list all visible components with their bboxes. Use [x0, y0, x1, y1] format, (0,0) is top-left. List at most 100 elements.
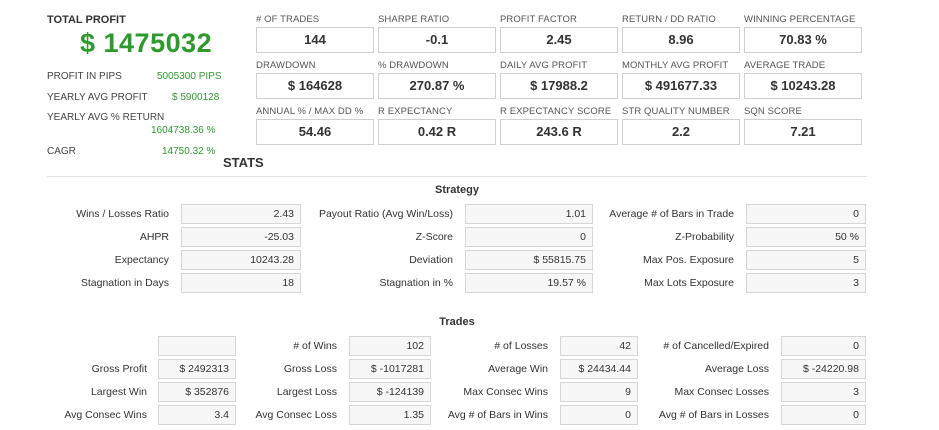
metric-label: RETURN / DD RATIO: [622, 14, 716, 25]
metric-label: PROFIT FACTOR: [500, 14, 577, 25]
cagr-label: CAGR: [47, 146, 76, 157]
stat-label-ahpr: AHPR: [139, 231, 169, 243]
metric-r-expectancy: R EXPECTANCY 0.42 R: [378, 106, 496, 145]
stat-value-average-win: $ 24434.44: [560, 359, 638, 379]
metric-value: 70.83 %: [744, 27, 862, 53]
stat-label-z-score: Z-Score: [415, 231, 453, 243]
metric-str-quality-number: STR QUALITY NUMBER 2.2: [622, 106, 740, 145]
stat-value-largest-win: $ 352876: [158, 382, 236, 402]
strategy-section-title: Strategy: [434, 184, 480, 196]
yearly-avg-profit-value: $ 5900128: [172, 92, 220, 103]
metric-label: AVERAGE TRADE: [744, 60, 826, 71]
stat-value-average-loss: $ -24220.98: [781, 359, 866, 379]
stat-label-gross-loss: Gross Loss: [283, 363, 337, 375]
stat-label-max-lots-exposure: Max Lots Exposure: [644, 277, 734, 289]
stat-label-z-probability: Z-Probability: [675, 231, 734, 243]
metric-value: $ 491677.33: [622, 73, 740, 99]
profit-in-pips-label: PROFIT IN PIPS: [47, 71, 122, 82]
stat-label-of-losses: # of Losses: [494, 340, 548, 352]
stat-value-max-lots-exposure: 3: [746, 273, 866, 293]
metric-value: 2.2: [622, 119, 740, 145]
stat-value-avg-of-bars-in-wins: 0: [560, 405, 638, 425]
stat-value-blank: [158, 336, 236, 356]
metric-value: $ 10243.28: [744, 73, 862, 99]
metric-label: R EXPECTANCY SCORE: [500, 106, 612, 117]
stat-label-max-pos-exposure: Max Pos. Exposure: [642, 254, 734, 266]
metric-value: $ 164628: [256, 73, 374, 99]
stat-label-avg-consec-loss: Avg Consec Loss: [255, 409, 337, 421]
metric-label: DAILY AVG PROFIT: [500, 60, 588, 71]
stat-value-stagnation-in-days: 18: [181, 273, 301, 293]
stat-label-largest-win: Largest Win: [90, 386, 147, 398]
yearly-avg-profit-label: YEARLY AVG PROFIT: [47, 92, 148, 103]
metric-value: -0.1: [378, 27, 496, 53]
stat-label-stagnation-in: Stagnation in %: [379, 277, 453, 289]
metric-label: DRAWDOWN: [256, 60, 316, 71]
stat-value-of-losses: 42: [560, 336, 638, 356]
stat-value-z-score: 0: [465, 227, 593, 247]
metric-return-dd-ratio: RETURN / DD RATIO 8.96: [622, 14, 740, 53]
metric-label: R EXPECTANCY: [378, 106, 453, 117]
metric-label: SQN SCORE: [744, 106, 802, 117]
stat-value-avg-consec-wins: 3.4: [158, 405, 236, 425]
stat-value-z-probability: 50 %: [746, 227, 866, 247]
metric-label: WINNING PERCENTAGE: [744, 14, 856, 25]
total-profit-panel: TOTAL PROFIT $ 1475032: [47, 14, 227, 59]
stat-value-gross-loss: $ -1017281: [349, 359, 431, 379]
stat-value-max-consec-losses: 3: [781, 382, 866, 402]
profit-in-pips-value: 5005300 PIPS: [157, 71, 222, 82]
metric-value: 54.46: [256, 119, 374, 145]
stat-label-max-consec-losses: Max Consec Losses: [674, 386, 769, 398]
metric-label: SHARPE RATIO: [378, 14, 450, 25]
metric-value: 0.42 R: [378, 119, 496, 145]
metric-of-trades: # OF TRADES 144: [256, 14, 374, 53]
stat-value-of-cancelled-expired: 0: [781, 336, 866, 356]
metric-average-trade: AVERAGE TRADE $ 10243.28: [744, 60, 862, 99]
metric-value: 270.87 %: [378, 73, 496, 99]
metric-sharpe-ratio: SHARPE RATIO -0.1: [378, 14, 496, 53]
yearly-avg-return-label: YEARLY AVG % RETURN: [47, 112, 165, 123]
stat-label-avg-of-bars-in-wins: Avg # of Bars in Wins: [447, 409, 548, 421]
stats-heading: STATS: [223, 155, 264, 170]
stat-value-max-pos-exposure: 5: [746, 250, 866, 270]
stat-label-deviation: Deviation: [409, 254, 453, 266]
metric-label: % DRAWDOWN: [378, 60, 449, 71]
stat-label-average-win: Average Win: [488, 363, 548, 375]
metric-sqn-score: SQN SCORE 7.21: [744, 106, 862, 145]
metric-value: 243.6 R: [500, 119, 618, 145]
metric-label: ANNUAL % / MAX DD %: [256, 106, 364, 117]
metric-monthly-avg-profit: MONTHLY AVG PROFIT $ 491677.33: [622, 60, 740, 99]
metric-drawdown: DRAWDOWN $ 164628: [256, 60, 374, 99]
metric-label: # OF TRADES: [256, 14, 320, 25]
stat-value-gross-profit: $ 2492313: [158, 359, 236, 379]
stat-value-deviation: $ 55815.75: [465, 250, 593, 270]
stat-value-avg-of-bars-in-losses: 0: [781, 405, 866, 425]
stat-label-largest-loss: Largest Loss: [276, 386, 337, 398]
cagr-value: 14750.32 %: [162, 146, 216, 157]
stat-label-gross-profit: Gross Profit: [91, 363, 147, 375]
divider: [47, 176, 867, 177]
stat-label-payout-ratio-avg-win-loss: Payout Ratio (Avg Win/Loss): [318, 208, 453, 220]
stat-value-ahpr: -25.03: [181, 227, 301, 247]
stat-value-stagnation-in: 19.57 %: [465, 273, 593, 293]
metric-daily-avg-profit: DAILY AVG PROFIT $ 17988.2: [500, 60, 618, 99]
metric-value: 8.96: [622, 27, 740, 53]
stat-value-payout-ratio-avg-win-loss: 1.01: [465, 204, 593, 224]
stat-label-wins-losses-ratio: Wins / Losses Ratio: [76, 208, 169, 220]
stat-label-of-cancelled-expired: # of Cancelled/Expired: [663, 340, 769, 352]
total-profit-amount: $ 1475032: [80, 28, 213, 58]
metric-label: MONTHLY AVG PROFIT: [622, 60, 729, 71]
trades-section-title: Trades: [439, 316, 475, 328]
metric-value: 144: [256, 27, 374, 53]
metric-label: STR QUALITY NUMBER: [622, 106, 730, 117]
stat-value-max-consec-wins: 9: [560, 382, 638, 402]
metric-winning-percentage: WINNING PERCENTAGE 70.83 %: [744, 14, 862, 53]
yearly-avg-return-value: 1604738.36 %: [151, 125, 216, 136]
metric-annual-max-dd: ANNUAL % / MAX DD % 54.46: [256, 106, 374, 145]
stat-label-average-loss: Average Loss: [704, 363, 769, 375]
stat-label-avg-consec-wins: Avg Consec Wins: [64, 409, 147, 421]
metric-r-expectancy-score: R EXPECTANCY SCORE 243.6 R: [500, 106, 618, 145]
stat-label-expectancy: Expectancy: [114, 254, 169, 266]
stat-label-max-consec-wins: Max Consec Wins: [463, 386, 548, 398]
stat-value-largest-loss: $ -124139: [349, 382, 431, 402]
